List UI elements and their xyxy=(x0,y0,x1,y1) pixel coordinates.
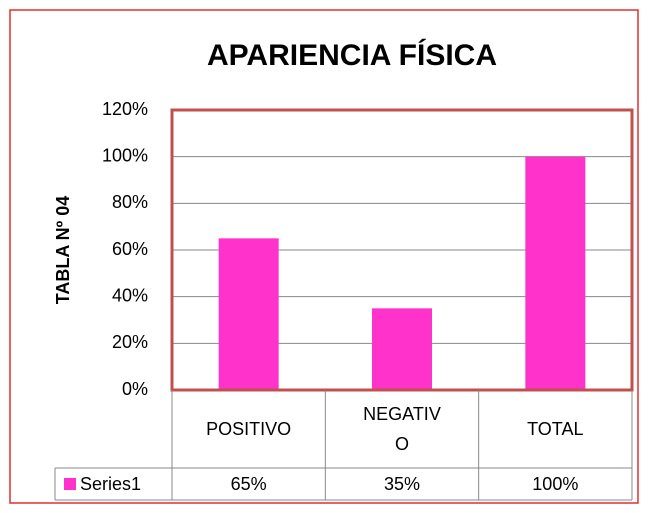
data-table-value-text: 35% xyxy=(383,474,420,494)
plot-border xyxy=(170,108,634,392)
data-table-value-text: 65% xyxy=(230,474,267,494)
bar xyxy=(218,238,279,390)
chart-title: APARIENCIA FÍSICA xyxy=(207,38,497,72)
category-label: NEGATIVO xyxy=(325,390,478,468)
category-label-text: POSITIVO xyxy=(206,419,292,439)
y-tick-label: 100% xyxy=(102,145,148,165)
bar xyxy=(372,308,432,390)
legend-label: Series1 xyxy=(80,474,141,494)
y-tick-label: 40% xyxy=(112,285,148,305)
data-table-value: 65% xyxy=(172,468,325,500)
category-label-text: TOTAL xyxy=(527,419,584,439)
data-table-value-text: 100% xyxy=(532,474,579,494)
y-tick-label: 0% xyxy=(122,379,148,399)
y-tick-label: 20% xyxy=(112,332,148,352)
category-label: TOTAL xyxy=(479,390,632,468)
bar xyxy=(525,156,586,390)
y-axis-label: TABLA Nº 04 xyxy=(53,196,73,305)
data-table-value: 100% xyxy=(479,468,632,500)
category-label-text: NEGATIVO xyxy=(363,404,441,454)
y-tick-label: 60% xyxy=(112,239,148,259)
legend-swatch xyxy=(64,478,76,490)
y-tick-label: 120% xyxy=(102,99,148,119)
data-table-value: 35% xyxy=(325,468,478,500)
category-label: POSITIVO xyxy=(172,390,325,468)
y-tick-label: 80% xyxy=(112,192,148,212)
